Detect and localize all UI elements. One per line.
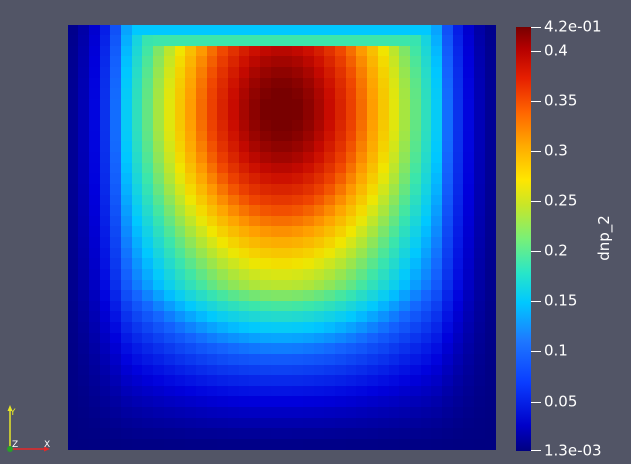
- colorbar-max-tick: [531, 27, 541, 28]
- colorbar-tick-label: 0.4: [544, 41, 568, 60]
- color-legend-bar: [516, 27, 531, 451]
- colorbar-tick: [531, 351, 541, 352]
- x-axis-label: X: [44, 440, 50, 450]
- colorbar-tick: [531, 301, 541, 302]
- colorbar-tick: [531, 101, 541, 102]
- colorbar-tick-label: 0.3: [544, 141, 568, 160]
- y-axis-arrow: [7, 405, 13, 411]
- colorbar-tick: [531, 201, 541, 202]
- colorbar-min-tick: [531, 450, 541, 451]
- colorbar-tick: [531, 251, 541, 252]
- orientation-axes-icon: Y Z X: [7, 405, 50, 452]
- colorbar-max-label: 4.2e-01: [544, 17, 602, 36]
- colorbar-min-label: 1.3e-03: [544, 441, 602, 460]
- x-axis-arrow: [44, 446, 50, 452]
- colorbar-title: dnp_2: [595, 215, 613, 261]
- colorbar-tick: [531, 51, 541, 52]
- colorbar-tick-label: 0.25: [544, 191, 578, 210]
- colorbar-tick: [531, 402, 541, 403]
- z-axis-dot: [7, 446, 13, 452]
- colorbar-tick-label: 0.15: [544, 291, 578, 310]
- z-axis-label: Z: [12, 440, 18, 450]
- colorbar-tick-label: 0.05: [544, 392, 578, 411]
- colorbar-tick: [531, 151, 541, 152]
- y-axis-label: Y: [9, 408, 16, 418]
- colorbar-tick-label: 0.2: [544, 241, 568, 260]
- scalar-field-plot[interactable]: [68, 25, 496, 450]
- colorbar-tick-label: 0.1: [544, 341, 568, 360]
- colorbar-tick-label: 0.35: [544, 91, 578, 110]
